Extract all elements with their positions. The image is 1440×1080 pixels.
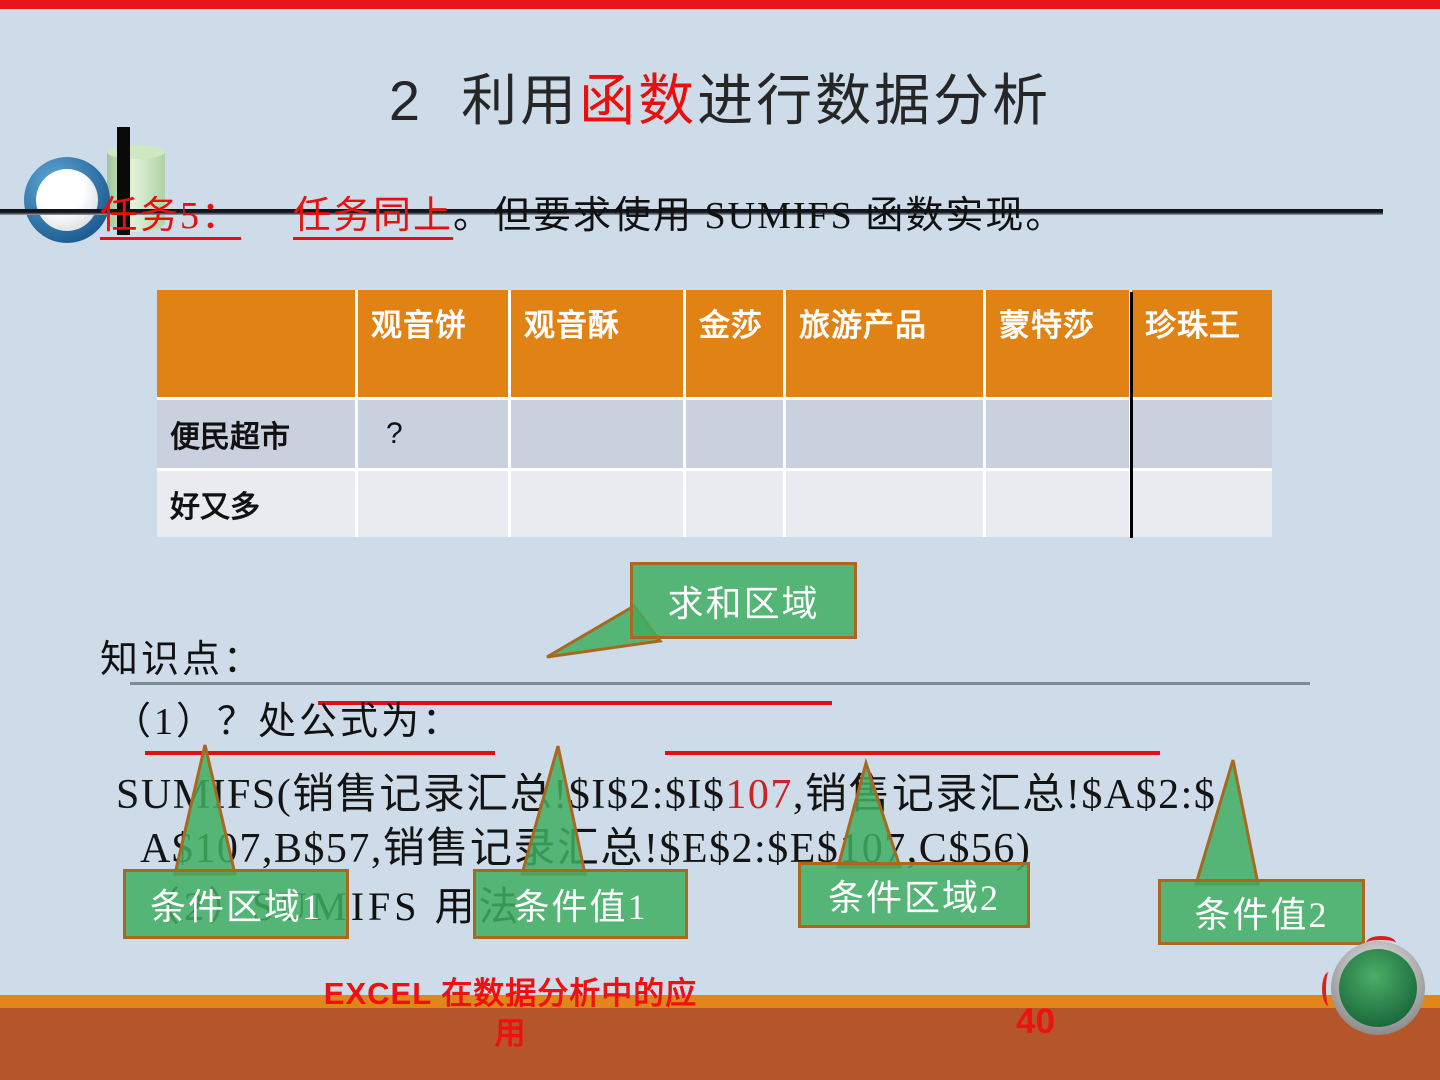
- red-line-annotation: [145, 751, 495, 755]
- page-number: 40: [1016, 1002, 1055, 1041]
- gray-underline: [130, 682, 1310, 685]
- table-cell: [511, 471, 683, 537]
- cylinder-decoration: [107, 145, 165, 232]
- blue-sphere-highlight: [36, 169, 98, 231]
- table-header-cell: 观音饼: [358, 290, 508, 397]
- callout-cond-val2: 条件值2: [1158, 879, 1365, 945]
- row-label: 好又多: [157, 471, 355, 537]
- blue-sphere-decoration: [24, 157, 110, 243]
- red-arc-decoration: [1322, 972, 1336, 1006]
- red-line-annotation: [318, 701, 832, 705]
- table-header-cell: 观音酥: [511, 290, 683, 397]
- table-cell: ?: [358, 400, 508, 468]
- formula-line1-red: 107: [725, 772, 793, 818]
- callout-cond-val1: 条件值1: [473, 869, 688, 939]
- title-number: 2: [388, 69, 424, 132]
- footer-rust-bar: [0, 1008, 1440, 1080]
- table-header-cell: 蒙特莎: [986, 290, 1129, 397]
- table-header-cell: 旅游产品: [786, 290, 983, 397]
- knowledge-item1: （1）？处公式为：: [113, 701, 464, 743]
- red-arc-decoration: [1366, 936, 1396, 950]
- table-cell: [511, 400, 683, 468]
- footer-course-line2: 用: [494, 1016, 527, 1051]
- task-same: 任务同上: [293, 195, 454, 237]
- table-cell: [1132, 400, 1272, 468]
- title-post: 进行数据分析: [697, 69, 1052, 132]
- table-cell: [986, 400, 1129, 468]
- top-red-bar: [0, 0, 1440, 9]
- table-header-cell: [157, 290, 355, 397]
- green-sphere-core: [1339, 949, 1417, 1027]
- knowledge-heading: 知识点：: [100, 639, 265, 681]
- table-cell: [686, 400, 783, 468]
- formula-line1-post: ,销售记录汇总!$A$2:$: [792, 772, 1217, 818]
- table-cell: [986, 471, 1129, 537]
- table-cell: [786, 471, 983, 537]
- table-cell: [686, 471, 783, 537]
- callout-cond-area1: 条件区域1: [123, 869, 349, 939]
- footer-gold-bar: [0, 995, 1440, 1008]
- row-label: 便民超市: [157, 400, 355, 468]
- callout-sum-area: 求和区域: [630, 562, 857, 639]
- title-pre: 利用: [461, 69, 580, 132]
- table-cell: [786, 400, 983, 468]
- table-header-cell: 珍珠王: [1132, 290, 1272, 397]
- title-highlight: 函数: [579, 69, 698, 132]
- sales-table: 观音饼 观音酥 金莎 旅游产品 蒙特莎 珍珠王 便民超市 ? 好又多: [157, 290, 1272, 537]
- table-cell: [358, 471, 508, 537]
- formula-line1-pre: SUMIFS(销售记录汇总!$I$2:$I$: [116, 772, 726, 818]
- red-line-annotation: [665, 751, 1160, 755]
- task-rest: 。但要求使用 SUMIFS 函数实现。: [453, 195, 1066, 237]
- task-line: 任务5： 任务同上。但要求使用 SUMIFS 函数实现。: [100, 184, 1065, 239]
- callout-cond-area2: 条件区域2: [798, 862, 1030, 928]
- vertical-black-bar-decoration: [117, 127, 130, 235]
- footer-course-line1: EXCEL 在数据分析中的应: [323, 976, 698, 1011]
- table-cell: [1132, 471, 1272, 537]
- table-header-cell: 金莎: [686, 290, 783, 397]
- formula-line1: SUMIFS(销售记录汇总!$I$2:$I$107,销售记录汇总!$A$2:$: [116, 760, 1216, 821]
- task-label: 任务5：: [100, 195, 242, 237]
- table-cursor-line: [1130, 292, 1133, 538]
- green-sphere-decoration: [1331, 941, 1425, 1035]
- slide-title: 2 利用函数进行数据分析: [0, 56, 1440, 137]
- footer-course-title: EXCEL 在数据分析中的应 用: [283, 974, 738, 1054]
- horizontal-divider-line: [0, 209, 1383, 215]
